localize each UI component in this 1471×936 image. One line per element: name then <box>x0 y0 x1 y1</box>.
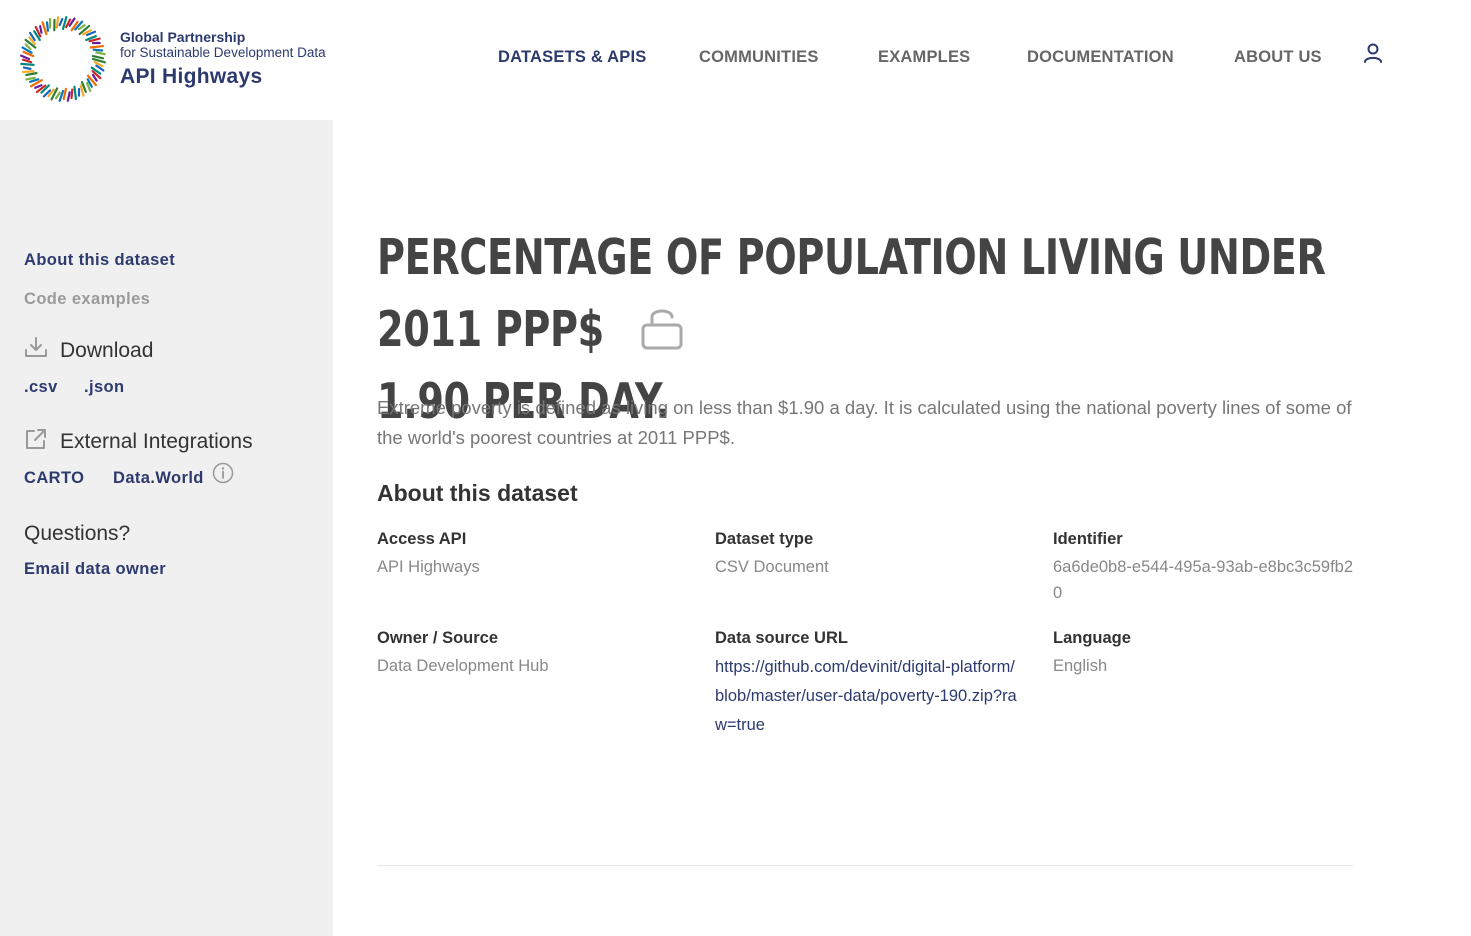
about-dataset-heading: About this dataset <box>377 480 578 506</box>
user-icon[interactable] <box>1362 42 1384 66</box>
sidebar-code-examples-link[interactable]: Code examples <box>24 290 151 308</box>
page-title-line-1: Percentage of population living under 20… <box>377 229 1326 358</box>
sidebar-about-link[interactable]: About this dataset <box>24 251 176 269</box>
field-label: Language <box>1053 629 1131 647</box>
external-link-icon <box>26 429 46 449</box>
field-label: Access API <box>377 530 467 548</box>
data-source-url-link[interactable]: https://github.com/devinit/digital-platf… <box>715 658 1017 734</box>
field-owner-source: Owner / Source Data Development Hub <box>377 627 687 679</box>
download-json-link[interactable]: .json <box>84 378 125 396</box>
field-value: Data Development Hub <box>377 657 549 675</box>
dataworld-link[interactable]: Data.World <box>113 469 204 487</box>
sidebar: About this dataset Code examples Downloa… <box>0 120 333 936</box>
download-heading: Download <box>24 337 154 363</box>
questions-heading-label: Questions? <box>24 522 131 545</box>
field-label: Dataset type <box>715 530 814 548</box>
nav-datasets-apis[interactable]: DATASETS & APIS <box>498 48 647 66</box>
unlocked-icon <box>641 309 683 350</box>
page-title: Percentage of population living under 20… <box>377 222 1360 438</box>
download-icon <box>25 337 47 357</box>
nav-communities[interactable]: COMMUNITIES <box>699 48 819 66</box>
field-dataset-type: Dataset type CSV Document <box>715 528 1025 580</box>
field-language: Language English <box>1053 627 1363 679</box>
field-label: Identifier <box>1053 530 1123 548</box>
logo-line-3: API Highways <box>120 64 263 88</box>
field-access-api: Access API API Highways <box>377 528 687 580</box>
questions-heading: Questions? <box>24 522 130 546</box>
external-integrations-heading: External Integrations <box>24 429 253 454</box>
info-icon[interactable] <box>212 462 234 484</box>
field-value: English <box>1053 657 1108 675</box>
logo-ring-icon <box>20 16 106 102</box>
field-label: Owner / Source <box>377 629 499 647</box>
field-value: 6a6de0b8-e544-495a-93ab-e8bc3c59fb20 <box>1053 558 1354 602</box>
download-csv-link[interactable]: .csv <box>24 378 58 396</box>
logo-line-2: for Sustainable Development Data <box>120 44 326 60</box>
field-data-source-url: Data source URL https://github.com/devin… <box>715 627 1021 740</box>
nav-examples[interactable]: EXAMPLES <box>878 48 971 66</box>
content-divider <box>377 865 1353 866</box>
email-data-owner-link[interactable]: Email data owner <box>24 560 167 578</box>
field-label: Data source URL <box>715 629 848 647</box>
nav-documentation[interactable]: DOCUMENTATION <box>1027 48 1174 66</box>
header: Global Partnership for Sustainable Devel… <box>0 0 1471 120</box>
logo-text: Global Partnership for Sustainable Devel… <box>120 29 326 88</box>
page-title-line-2: 1.90 per day. <box>377 373 670 430</box>
logo[interactable]: Global Partnership for Sustainable Devel… <box>18 14 358 104</box>
nav-about-us[interactable]: ABOUT US <box>1234 48 1322 66</box>
field-value: API Highways <box>377 558 480 576</box>
dataset-description: Extreme poverty is defined as living on … <box>377 397 1352 448</box>
carto-link[interactable]: CARTO <box>24 469 85 487</box>
logo-line-1: Global Partnership <box>120 29 246 46</box>
field-value: CSV Document <box>715 558 829 576</box>
field-identifier: Identifier 6a6de0b8-e544-495a-93ab-e8bc3… <box>1053 528 1355 606</box>
download-heading-label: Download <box>60 339 154 362</box>
external-integrations-label: External Integrations <box>60 430 253 453</box>
